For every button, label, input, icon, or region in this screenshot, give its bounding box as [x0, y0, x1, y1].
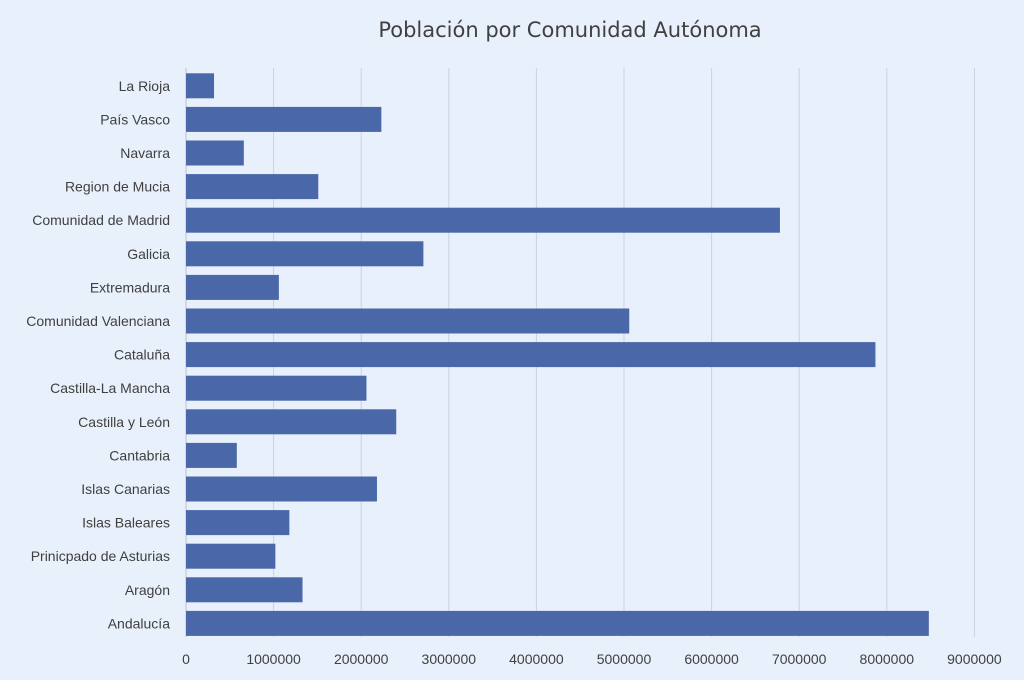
- category-label: Islas Canarias: [81, 481, 170, 497]
- category-label: Castilla-La Mancha: [50, 380, 170, 396]
- bar: [186, 308, 630, 334]
- bar: [186, 543, 276, 569]
- category-label: Comunidad de Madrid: [32, 212, 170, 228]
- category-label: Comunidad Valenciana: [26, 313, 170, 329]
- x-tick-label: 5000000: [597, 651, 652, 667]
- chart-title: Población por Comunidad Autónoma: [378, 18, 762, 42]
- bar: [186, 442, 237, 468]
- category-label: Castilla y León: [78, 414, 170, 430]
- x-tick-label: 8000000: [860, 651, 915, 667]
- bar: [186, 409, 397, 435]
- bar: [186, 174, 319, 200]
- category-label: Islas Baleares: [82, 515, 170, 531]
- category-label: Andalucía: [108, 615, 170, 631]
- bar: [186, 577, 303, 603]
- category-label: La Rioja: [119, 78, 171, 94]
- bar: [186, 610, 929, 636]
- category-label: Aragón: [125, 582, 170, 598]
- category-label: Cantabria: [109, 447, 170, 463]
- category-label: Cataluña: [114, 347, 170, 363]
- x-tick-label: 2000000: [334, 651, 389, 667]
- bar: [186, 375, 367, 401]
- bar: [186, 241, 424, 267]
- bar: [186, 106, 382, 132]
- category-label: País Vasco: [100, 111, 170, 127]
- category-label: Prinicpado de Asturias: [31, 548, 170, 564]
- bar: [186, 140, 244, 166]
- bar: [186, 274, 279, 300]
- bar: [186, 476, 377, 502]
- bar: [186, 342, 876, 368]
- category-label: Navarra: [120, 145, 170, 161]
- category-label: Galicia: [127, 246, 170, 262]
- x-tick-label: 6000000: [684, 651, 739, 667]
- bar: [186, 207, 780, 233]
- bar: [186, 73, 215, 99]
- x-tick-label: 9000000: [947, 651, 1002, 667]
- category-label: Region de Mucia: [65, 179, 170, 195]
- x-tick-label: 1000000: [246, 651, 301, 667]
- x-tick-label: 7000000: [772, 651, 827, 667]
- x-tick-label: 4000000: [509, 651, 564, 667]
- bar: [186, 510, 290, 536]
- category-label: Extremadura: [90, 279, 170, 295]
- x-tick-label: 3000000: [422, 651, 477, 667]
- x-tick-label: 0: [182, 651, 190, 667]
